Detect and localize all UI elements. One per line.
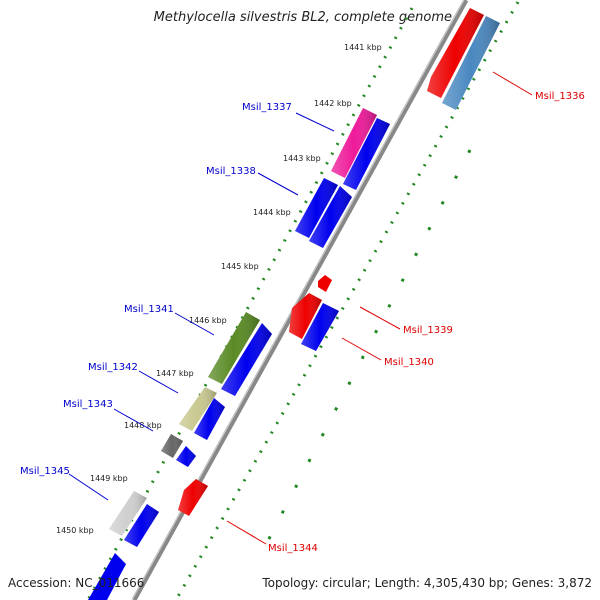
tick-label: 1441 kbp [344, 43, 382, 52]
tick-label: 1450 kbp [56, 526, 94, 535]
gene-label: Msil_1337 [242, 102, 292, 113]
gene-msil-1337[interactable] [331, 108, 390, 190]
tick-label: 1446 kbp [189, 316, 227, 325]
label-leaders [68, 71, 533, 545]
tick-label: 1443 kbp [283, 154, 321, 163]
right-ruler-line [174, 1, 520, 600]
gene-label: Msil_1336 [535, 91, 585, 102]
gene-label: Msil_1340 [384, 357, 434, 368]
tick-label: 1449 kbp [90, 474, 128, 483]
gene-msil-1342[interactable] [179, 387, 225, 440]
gene-label: Msil_1338 [206, 166, 256, 177]
gene-msil-1341[interactable] [208, 312, 272, 396]
accession-text: Accession: NC_011666 [8, 576, 145, 590]
gene-label: Msil_1342 [88, 362, 138, 373]
gene-label: Msil_1345 [20, 466, 70, 477]
tick-label: 1444 kbp [253, 208, 291, 217]
map-title: Methylocella silvestris BL2, complete ge… [153, 10, 452, 25]
genome-summary-text: Topology: circular; Length: 4,305,430 bp… [262, 576, 592, 590]
gene-msil-1340[interactable] [301, 303, 339, 351]
gene-label: Msil_1341 [124, 304, 174, 315]
gene-label: Msil_1339 [403, 325, 453, 336]
gene-msil-1339[interactable] [289, 275, 332, 339]
gene-label: Msil_1344 [268, 543, 318, 554]
gene-msil-1343[interactable] [161, 434, 196, 467]
tick-labels: 1441 kbp 1442 kbp 1443 kbp 1444 kbp 1445… [56, 43, 382, 535]
gene-msil-1344[interactable] [178, 479, 208, 516]
tick-label: 1445 kbp [221, 262, 259, 271]
tick-label: 1442 kbp [314, 99, 352, 108]
gene-msil-1336[interactable] [427, 8, 500, 110]
tick-label: 1447 kbp [156, 369, 194, 378]
gene-msil-1338[interactable] [295, 178, 352, 248]
gene-label: Msil_1343 [63, 399, 113, 410]
gene-msil-1345[interactable] [88, 491, 159, 600]
